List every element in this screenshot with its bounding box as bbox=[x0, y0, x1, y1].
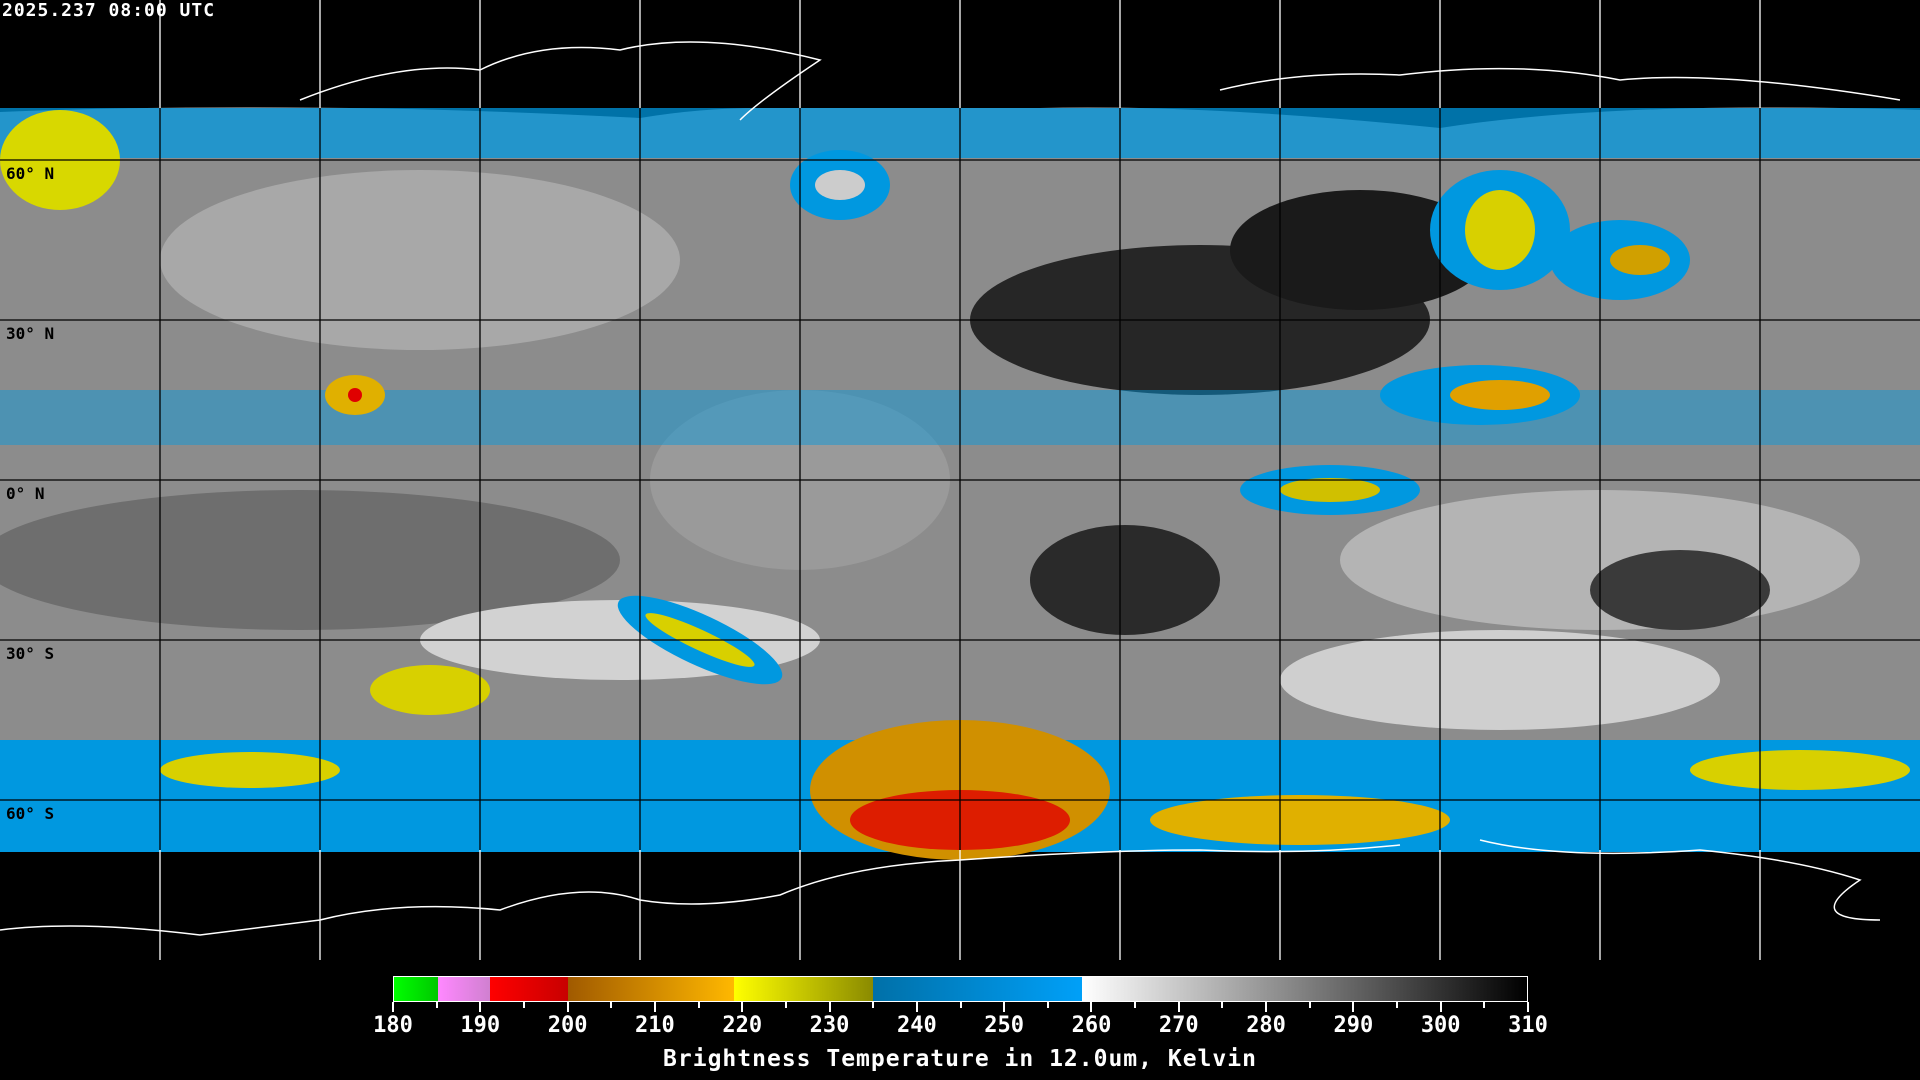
colorbar-tick bbox=[653, 1002, 656, 1012]
colorbar-tick bbox=[697, 1002, 700, 1008]
colorbar-tick bbox=[915, 1002, 918, 1012]
timestamp: 2025.237 08:00 UTC bbox=[2, 0, 216, 21]
colorbar-tick bbox=[1308, 1002, 1311, 1008]
colorbar-tick bbox=[392, 1002, 394, 1012]
colorbar-tick bbox=[479, 1002, 482, 1012]
colorbar-tick bbox=[610, 1002, 613, 1008]
colorbar-tick bbox=[1090, 1002, 1093, 1012]
colorbar-tick bbox=[1352, 1002, 1355, 1012]
colorbar-segment bbox=[568, 977, 734, 1001]
colorbar-tick-label: 210 bbox=[635, 1013, 675, 1038]
colorbar-tick bbox=[1527, 1002, 1529, 1012]
colorbar-tick bbox=[959, 1002, 962, 1008]
colorbar-tick-label: 220 bbox=[722, 1013, 763, 1038]
colorbar-segment bbox=[394, 977, 438, 1001]
colorbar-tick-label: 270 bbox=[1158, 1013, 1199, 1038]
colorbar-tick-label: 260 bbox=[1071, 1013, 1112, 1038]
colorbar-tick bbox=[872, 1002, 875, 1008]
lat-label-0n: 0° N bbox=[6, 484, 45, 503]
lat-label-60n: 60° N bbox=[6, 164, 55, 183]
colorbar-tick-label: 280 bbox=[1246, 1013, 1286, 1038]
colorbar-tick-label: 180 bbox=[373, 1013, 413, 1038]
colorbar-tick bbox=[741, 1002, 744, 1012]
colorbar-segment bbox=[1082, 977, 1527, 1001]
lat-label-30n: 30° N bbox=[6, 324, 55, 343]
colorbar-tick bbox=[1221, 1002, 1224, 1008]
colorbar-segment bbox=[489, 977, 569, 1001]
colorbar-tick-label: 300 bbox=[1420, 1013, 1461, 1038]
colorbar-tick-label: 250 bbox=[984, 1013, 1025, 1038]
colorbar-tick bbox=[435, 1002, 438, 1008]
colorbar-tick-label: 290 bbox=[1333, 1013, 1374, 1038]
colorbar-tick-label: 240 bbox=[896, 1013, 937, 1038]
lat-label-60s: 60° S bbox=[6, 804, 55, 823]
colorbar-tick bbox=[522, 1002, 525, 1008]
colorbar-tick-label: 310 bbox=[1508, 1013, 1548, 1038]
satellite-map bbox=[0, 0, 1920, 960]
colorbar-segment bbox=[437, 977, 490, 1001]
colorbar-tick bbox=[1177, 1002, 1180, 1012]
colorbar-tick bbox=[784, 1002, 787, 1008]
colorbar-tick bbox=[1046, 1002, 1049, 1008]
colorbar-tick-label: 190 bbox=[460, 1013, 501, 1038]
colorbar-tick bbox=[1439, 1002, 1442, 1012]
colorbar-tick bbox=[566, 1002, 569, 1012]
colorbar-tick-label: 230 bbox=[809, 1013, 850, 1038]
colorbar bbox=[393, 976, 1528, 1002]
colorbar-tick bbox=[1396, 1002, 1399, 1008]
colorbar-tick bbox=[1483, 1002, 1486, 1008]
colorbar-tick bbox=[1134, 1002, 1137, 1008]
colorbar-tick bbox=[1003, 1002, 1006, 1012]
colorbar-title: Brightness Temperature in 12.0um, Kelvin bbox=[663, 1046, 1257, 1072]
colorbar-segment bbox=[733, 977, 874, 1001]
colorbar-tick bbox=[1265, 1002, 1268, 1012]
lat-label-30s: 30° S bbox=[6, 644, 55, 663]
colorbar-tick bbox=[828, 1002, 831, 1012]
graticule bbox=[0, 0, 1920, 960]
colorbar-segment bbox=[873, 977, 1083, 1001]
colorbar-tick-label: 200 bbox=[547, 1013, 588, 1038]
